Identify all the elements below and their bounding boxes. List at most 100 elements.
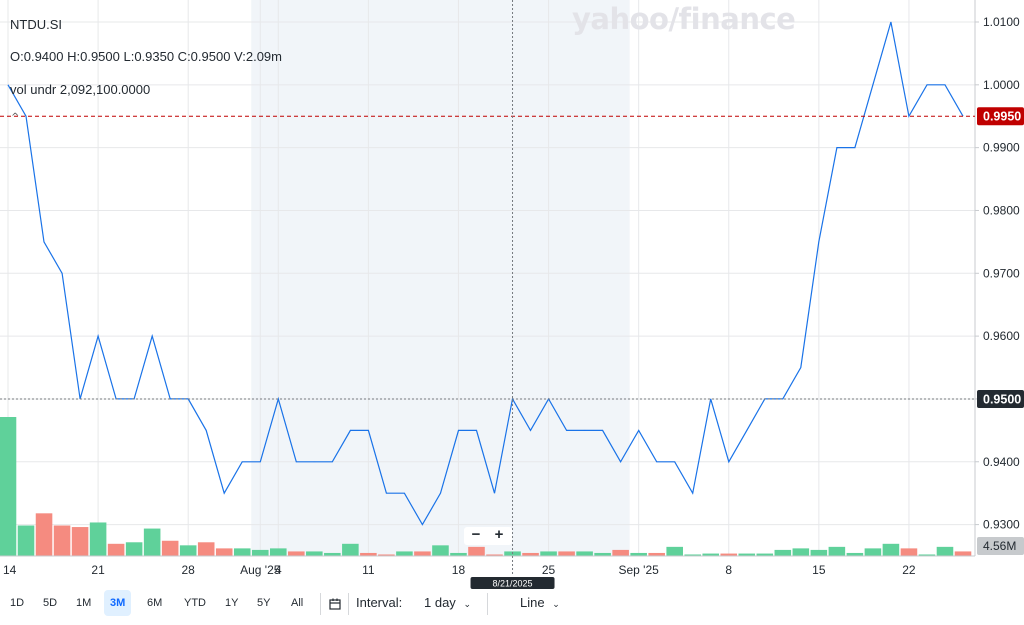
volume-bar	[306, 551, 323, 556]
toolbar-divider	[348, 593, 349, 615]
volume-bar	[450, 552, 467, 556]
x-tick-label: 14	[3, 563, 17, 577]
volume-bar	[918, 554, 936, 556]
volume-bar	[125, 542, 143, 556]
price-point	[908, 115, 910, 117]
price-point	[385, 492, 387, 494]
price-point	[673, 461, 675, 463]
volume-bar	[89, 522, 107, 556]
volume-bar	[558, 551, 575, 556]
toolbar-divider	[487, 593, 488, 615]
y-tick-label: 1.0000	[983, 78, 1020, 92]
zoom-in-button[interactable]: +	[494, 526, 504, 543]
range-3m[interactable]: 3M	[104, 590, 132, 616]
price-point	[367, 429, 369, 431]
volume-bar	[522, 552, 539, 556]
range-6m[interactable]: 6M	[147, 597, 163, 609]
price-point	[25, 115, 27, 117]
y-tick-label: 0.9900	[983, 141, 1020, 155]
volume-bar	[756, 553, 774, 556]
price-point	[944, 84, 946, 86]
x-tick-label: 11	[362, 563, 375, 577]
volume-bar	[233, 548, 251, 556]
price-point	[637, 429, 639, 431]
price-point	[836, 146, 838, 148]
crosshair-price-tag: 0.9500	[983, 392, 1021, 406]
price-point	[205, 429, 207, 431]
range-ytd[interactable]: YTD	[184, 597, 206, 609]
x-tick-label: 15	[812, 563, 826, 577]
x-tick-label: 8	[725, 563, 732, 577]
volume-bar	[630, 552, 647, 556]
volume-bar	[900, 548, 918, 556]
price-point	[818, 241, 820, 243]
price-point	[295, 461, 297, 463]
price-point	[619, 461, 621, 463]
volume-bar	[161, 540, 179, 556]
volume-bar	[107, 543, 125, 556]
price-point	[800, 366, 802, 368]
range-all[interactable]: All	[291, 597, 304, 609]
range-5d[interactable]: 5D	[43, 597, 58, 609]
current-price-tag: 0.9950	[983, 110, 1021, 124]
price-point	[223, 492, 225, 494]
volume-bar	[269, 548, 287, 556]
range-5y[interactable]: 5Y	[257, 597, 271, 609]
volume-max-tag-bg	[977, 537, 1024, 555]
volume-bar	[17, 525, 35, 556]
volume-bar	[666, 546, 683, 556]
interval-label: Interval:	[356, 595, 403, 610]
chart-toolbar: 1D 5D 1M 3M 6M YTD 1Y 5Y All Interval: 1…	[0, 590, 1024, 620]
x-tick-label: 4	[275, 563, 282, 577]
price-point	[926, 84, 928, 86]
price-point	[890, 21, 892, 23]
price-point	[601, 429, 603, 431]
volume-bar	[0, 417, 17, 556]
range-1m[interactable]: 1M	[76, 597, 92, 609]
volume-bar	[540, 551, 557, 556]
volume-bar	[197, 542, 215, 556]
price-point	[259, 461, 261, 463]
price-point	[475, 429, 477, 431]
ticker-symbol: NTDU.SI	[10, 17, 62, 32]
y-tick-label: 0.9600	[983, 329, 1020, 343]
volume-bar	[143, 528, 161, 556]
range-1y[interactable]: 1Y	[225, 597, 239, 609]
interval-dropdown[interactable]: 1 day ⌄	[424, 590, 471, 616]
price-point	[457, 429, 459, 431]
price-point	[61, 272, 63, 274]
volume-bar	[396, 551, 413, 556]
chart-type-value: Line	[520, 595, 545, 610]
volume-bar	[648, 552, 665, 556]
x-tick-label: 28	[182, 563, 196, 577]
price-point	[583, 429, 585, 431]
x-tick-label: 22	[902, 563, 916, 577]
price-point	[7, 84, 9, 86]
price-point	[655, 461, 657, 463]
volume-bar	[612, 549, 629, 556]
volume-max-tag: 4.56M	[983, 539, 1016, 553]
price-point	[43, 241, 45, 243]
price-point	[493, 492, 495, 494]
crosshair-date-tag: 8/21/2025	[493, 579, 533, 589]
calendar-icon[interactable]	[329, 590, 343, 616]
volume-bar	[720, 553, 738, 556]
price-point	[872, 84, 874, 86]
volume-bar	[810, 549, 828, 556]
volume-bar	[594, 552, 611, 556]
crosshair-date-tag-bg	[470, 577, 555, 589]
zoom-out-button[interactable]: −	[471, 526, 481, 543]
volume-readout: vol undr 2,092,100.0000	[10, 82, 151, 97]
price-chart[interactable]: ^ 1.0100 1.0000 0.9900 0.9800 0.9700 0.9600 0.9…	[0, 0, 1024, 590]
price-point	[692, 492, 694, 494]
current-price-tag-bg	[977, 107, 1024, 126]
x-tick-label: 25	[542, 563, 556, 577]
x-tick-label: 21	[91, 563, 105, 577]
chevron-down-icon: ⌄	[552, 599, 560, 609]
volume-bar	[774, 549, 792, 556]
price-point	[565, 429, 567, 431]
range-1d[interactable]: 1D	[10, 597, 25, 609]
volume-bar	[378, 554, 395, 556]
chart-type-dropdown[interactable]: Line ⌄	[520, 590, 560, 616]
caret-up-icon: ^	[11, 112, 19, 123]
